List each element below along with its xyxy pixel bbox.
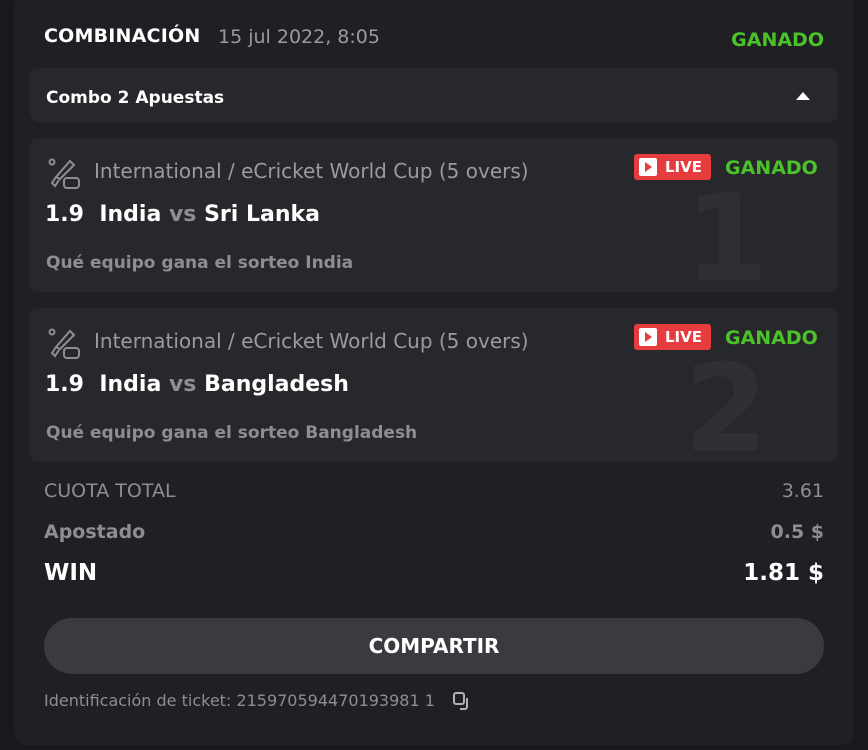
bet-index: 1 <box>684 170 769 293</box>
copy-icon[interactable] <box>452 691 472 711</box>
market-selection: Qué equipo gana el sorteo India <box>46 253 354 273</box>
vs-label: vs <box>168 202 197 227</box>
win-value: 1.81 $ <box>743 560 824 586</box>
league-name: International / eCricket World Cup (5 ov… <box>94 159 529 183</box>
match-line: 1.9 India vs Sri Lanka <box>45 202 320 227</box>
ticket-id: Identificación de ticket: 21597059447019… <box>44 691 435 710</box>
total-odds-label: CUOTA TOTAL <box>44 480 176 502</box>
live-label: LIVE <box>665 158 702 176</box>
bet-card: 2 International / eCricket World Cup (5 … <box>30 308 838 462</box>
combo-toggle[interactable]: Combo 2 Apuestas <box>30 68 838 122</box>
stake-value: 0.5 $ <box>770 521 825 543</box>
esports-cricket-icon <box>48 158 80 189</box>
bet-status: GANADO <box>725 157 818 179</box>
bet-card: 1 International / eCricket World Cup (5 … <box>30 138 838 292</box>
market-selection: Qué equipo gana el sorteo Bangladesh <box>46 423 418 443</box>
esports-cricket-icon <box>48 328 80 359</box>
odds: 1.9 <box>45 372 84 397</box>
total-odds-value: 3.61 <box>781 480 824 502</box>
combo-label: Combo 2 Apuestas <box>46 88 225 108</box>
share-button[interactable]: COMPARTIR <box>44 618 824 674</box>
bet-type-title: COMBINACIÓN <box>44 25 201 47</box>
bet-date: 15 jul 2022, 8:05 <box>218 26 380 48</box>
play-icon <box>639 158 657 176</box>
status-badge: GANADO <box>731 29 824 51</box>
bet-status: GANADO <box>725 327 818 349</box>
win-label: WIN <box>44 560 98 586</box>
collapse-arrow-icon[interactable] <box>796 92 810 100</box>
play-icon <box>639 328 657 346</box>
away-team: Sri Lanka <box>204 202 320 227</box>
stake-label: Apostado <box>44 521 146 543</box>
live-badge: LIVE <box>634 324 711 350</box>
odds: 1.9 <box>45 202 84 227</box>
match-line: 1.9 India vs Bangladesh <box>45 372 349 397</box>
live-label: LIVE <box>665 328 702 346</box>
home-team: India <box>99 202 162 227</box>
live-badge: LIVE <box>634 154 711 180</box>
bet-index: 2 <box>684 340 769 463</box>
away-team: Bangladesh <box>204 372 349 397</box>
vs-label: vs <box>168 372 197 397</box>
league-name: International / eCricket World Cup (5 ov… <box>94 329 529 353</box>
home-team: India <box>99 372 162 397</box>
